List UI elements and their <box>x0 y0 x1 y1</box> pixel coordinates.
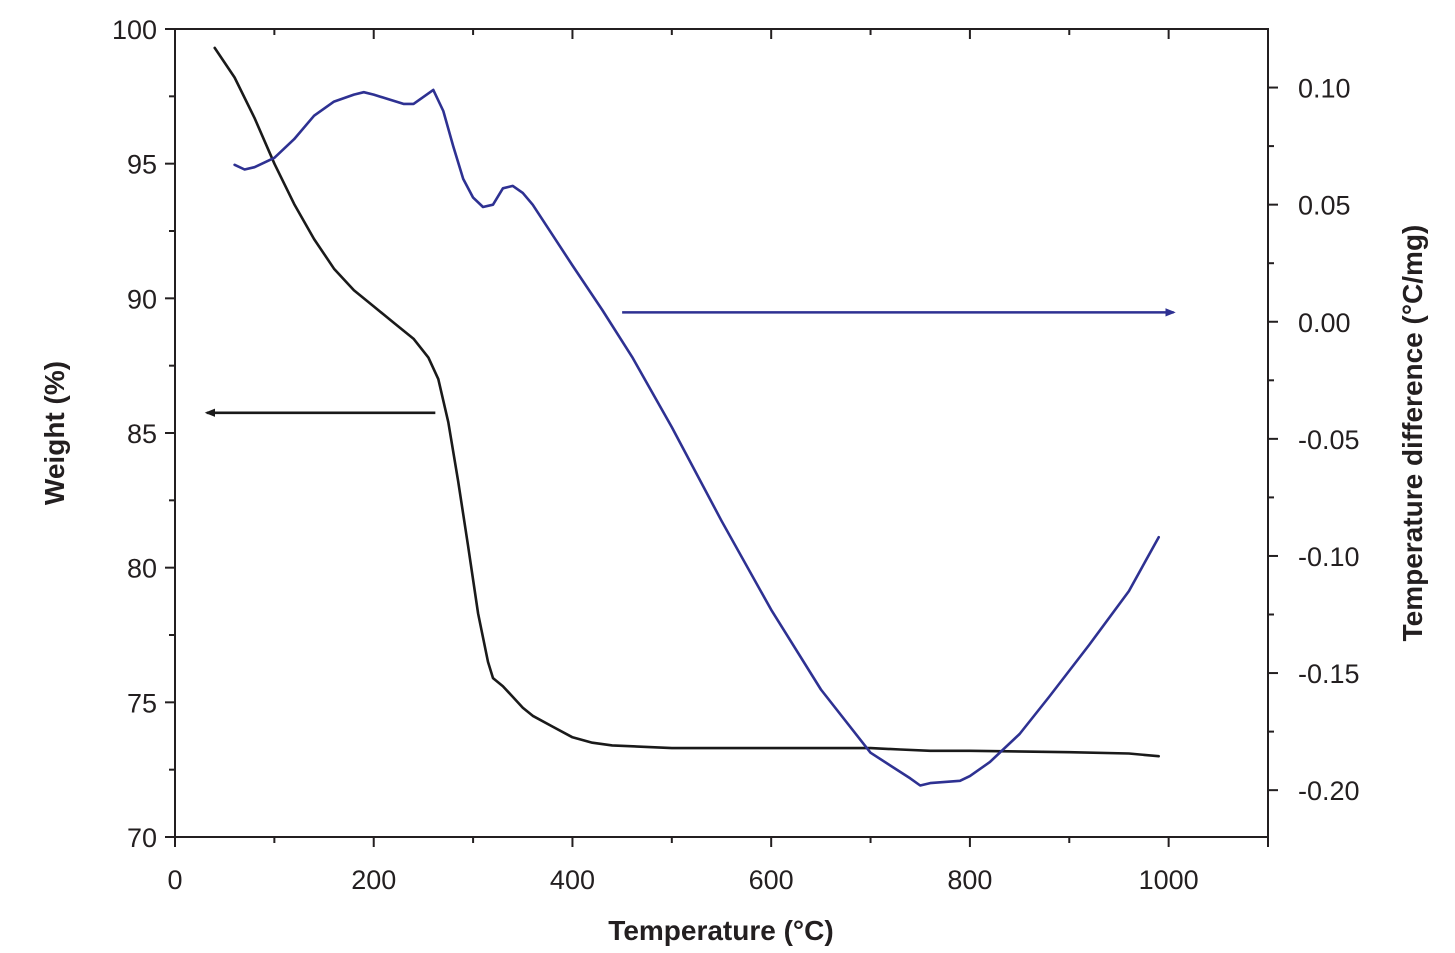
left-y-tick-label: 95 <box>127 150 157 180</box>
tga-curve-line <box>213 46 1160 758</box>
annotation-layer <box>204 308 1176 417</box>
right-y-tick-label: -0.10 <box>1298 542 1360 572</box>
left-y-tick-label: 80 <box>127 554 157 584</box>
x-tick-label: 600 <box>749 865 794 895</box>
left-y-tick-label: 100 <box>112 15 157 45</box>
x-tick-label: 0 <box>167 865 182 895</box>
left-y-axis-ticks: 70 75 80 85 90 95 100 <box>112 15 175 853</box>
x-tick-label: 400 <box>550 865 595 895</box>
right-y-axis-ticks: 0.10 0.05 0.00 -0.05 -0.10 -0.15 -0.20 <box>1268 74 1360 806</box>
left-y-tick-label: 85 <box>127 419 157 449</box>
left-y-tick-label: 70 <box>127 823 157 853</box>
right-y-tick-label: -0.15 <box>1298 659 1360 689</box>
right-y-tick-label: -0.05 <box>1298 425 1360 455</box>
left-y-axis-title: Weight (%) <box>39 361 70 505</box>
plot-frame <box>174 28 1269 838</box>
x-tick-label: 1000 <box>1139 865 1199 895</box>
x-tick-label: 200 <box>351 865 396 895</box>
right-y-tick-label: 0.05 <box>1298 191 1351 221</box>
x-axis-ticks: 0 200 400 600 800 1000 <box>167 29 1269 895</box>
series-layer <box>213 46 1160 787</box>
left-y-tick-label: 90 <box>127 284 157 314</box>
right-y-axis-title: Temperature difference (°C/mg) <box>1397 225 1428 642</box>
x-tick-label: 800 <box>947 865 992 895</box>
x-axis-title: Temperature (°C) <box>608 915 833 946</box>
right-y-tick-label: 0.10 <box>1298 74 1351 104</box>
left-y-tick-label: 75 <box>127 688 157 718</box>
right-y-tick-label: -0.20 <box>1298 776 1360 806</box>
dta-curve-line <box>233 88 1160 787</box>
right-y-tick-label: 0.00 <box>1298 308 1351 338</box>
